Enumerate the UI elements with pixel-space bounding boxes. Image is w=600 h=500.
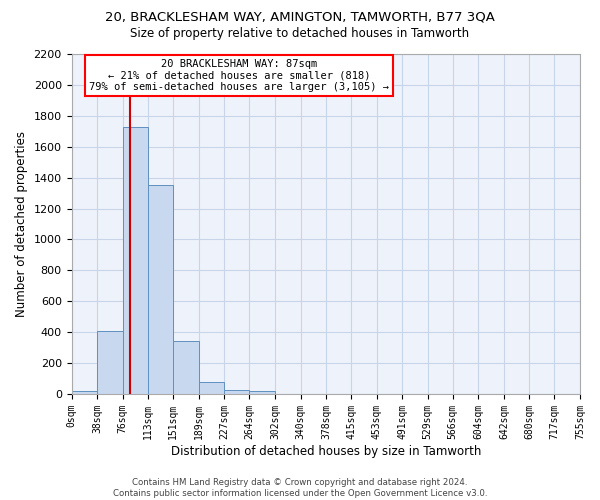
Text: Size of property relative to detached houses in Tamworth: Size of property relative to detached ho… [130,28,470,40]
Bar [123,126,148,394]
X-axis label: Distribution of detached houses by size in Tamworth: Distribution of detached houses by size … [170,444,481,458]
Text: 20, BRACKLESHAM WAY, AMINGTON, TAMWORTH, B77 3QA: 20, BRACKLESHAM WAY, AMINGTON, TAMWORTH,… [105,10,495,23]
Bar [250,391,275,394]
Bar [173,342,199,394]
Bar [97,330,123,394]
Text: 20 BRACKLESHAM WAY: 87sqm
← 21% of detached houses are smaller (818)
79% of semi: 20 BRACKLESHAM WAY: 87sqm ← 21% of detac… [89,59,389,92]
Bar [199,382,224,394]
Y-axis label: Number of detached properties: Number of detached properties [15,131,28,317]
Bar [224,390,250,394]
Text: Contains HM Land Registry data © Crown copyright and database right 2024.
Contai: Contains HM Land Registry data © Crown c… [113,478,487,498]
Bar [148,186,173,394]
Bar [71,391,97,394]
